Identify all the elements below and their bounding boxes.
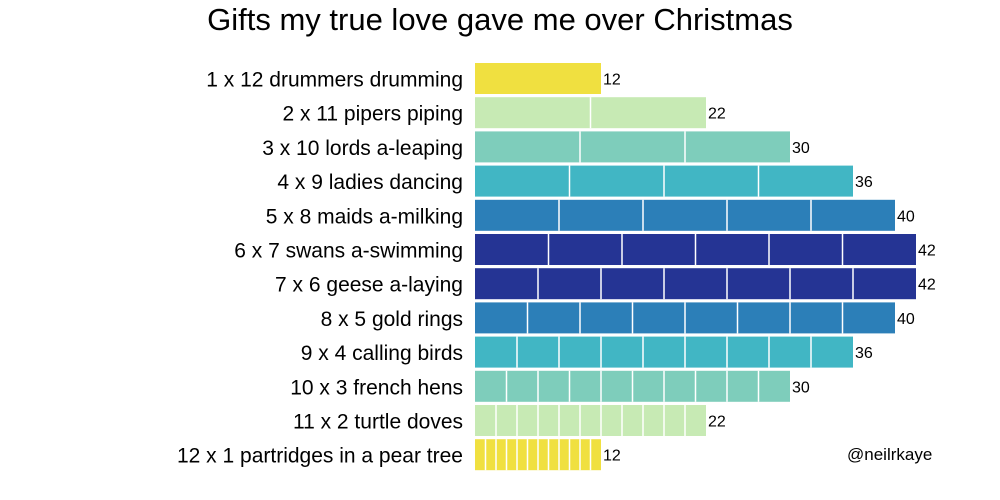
category-label: 7 x 6 geese a-laying: [275, 274, 463, 297]
category-label: 3 x 10 lords a-leaping: [262, 137, 463, 160]
bar: [475, 200, 895, 231]
bar: [475, 131, 790, 162]
category-label: 2 x 11 pipers piping: [282, 103, 463, 126]
value-label: 12: [603, 448, 621, 465]
value-label: 22: [708, 106, 726, 123]
value-label: 22: [708, 414, 726, 431]
category-label: 9 x 4 calling birds: [301, 342, 463, 365]
value-label: 42: [918, 243, 936, 260]
value-label: 12: [603, 72, 621, 89]
value-label: 36: [855, 174, 873, 191]
bar: [475, 268, 916, 299]
value-label: 30: [792, 379, 810, 396]
category-label: 10 x 3 french hens: [290, 376, 463, 399]
category-label: 1 x 12 drummers drumming: [206, 69, 463, 92]
value-label: 36: [855, 345, 873, 362]
bar: [475, 405, 706, 436]
category-label: 11 x 2 turtle doves: [293, 411, 463, 434]
bar: [475, 337, 853, 368]
credit-label: @neilrkaye: [847, 445, 932, 465]
value-label: 40: [897, 311, 915, 328]
category-label: 4 x 9 ladies dancing: [277, 171, 463, 194]
bar: [475, 63, 601, 94]
category-label: 8 x 5 gold rings: [321, 308, 463, 331]
category-label: 6 x 7 swans a-swimming: [234, 240, 463, 263]
category-label: 5 x 8 maids a-milking: [266, 205, 463, 228]
value-label: 42: [918, 277, 936, 294]
value-label: 30: [792, 140, 810, 157]
value-label: 40: [897, 208, 915, 225]
category-label: 12 x 1 partridges in a pear tree: [177, 445, 463, 468]
